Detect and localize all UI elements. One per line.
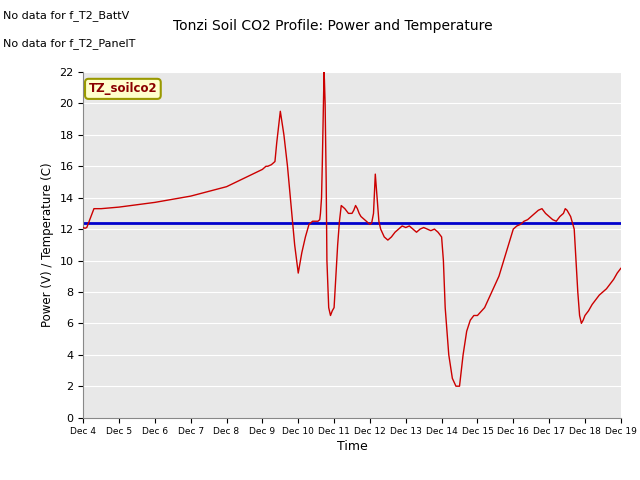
X-axis label: Time: Time: [337, 441, 367, 454]
Text: No data for f_T2_BattV: No data for f_T2_BattV: [3, 10, 129, 21]
Text: No data for f_T2_PanelT: No data for f_T2_PanelT: [3, 38, 136, 49]
Text: TZ_soilco2: TZ_soilco2: [88, 83, 157, 96]
Y-axis label: Power (V) / Temperature (C): Power (V) / Temperature (C): [41, 163, 54, 327]
Text: Tonzi Soil CO2 Profile: Power and Temperature: Tonzi Soil CO2 Profile: Power and Temper…: [173, 19, 493, 33]
